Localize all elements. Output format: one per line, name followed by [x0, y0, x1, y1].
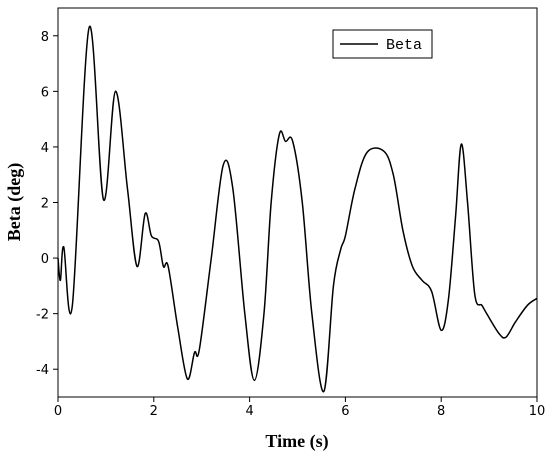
plot-frame — [57, 7, 538, 398]
y-tick-label: 8 — [41, 30, 49, 45]
x-tick-label: 10 — [529, 404, 546, 419]
x-axis-label: Time (s) — [265, 431, 328, 452]
x-tick-label: 0 — [54, 404, 62, 419]
x-tick-label: 6 — [341, 404, 349, 419]
legend-label: Beta — [386, 37, 422, 54]
data-line — [57, 25, 538, 393]
x-tick-label: 2 — [150, 404, 158, 419]
y-tick-label: -2 — [36, 308, 49, 323]
y-axis-label: Beta (deg) — [4, 163, 25, 241]
y-tick-label: 2 — [41, 197, 49, 212]
x-tick-label: 4 — [245, 404, 253, 419]
y-tick-label: 0 — [41, 252, 49, 267]
y-tick-label: 6 — [41, 85, 49, 100]
y-tick-label: 4 — [41, 141, 49, 156]
legend: Beta — [332, 29, 433, 59]
x-tick-label: 8 — [437, 404, 445, 419]
y-tick-label: -4 — [36, 363, 49, 378]
